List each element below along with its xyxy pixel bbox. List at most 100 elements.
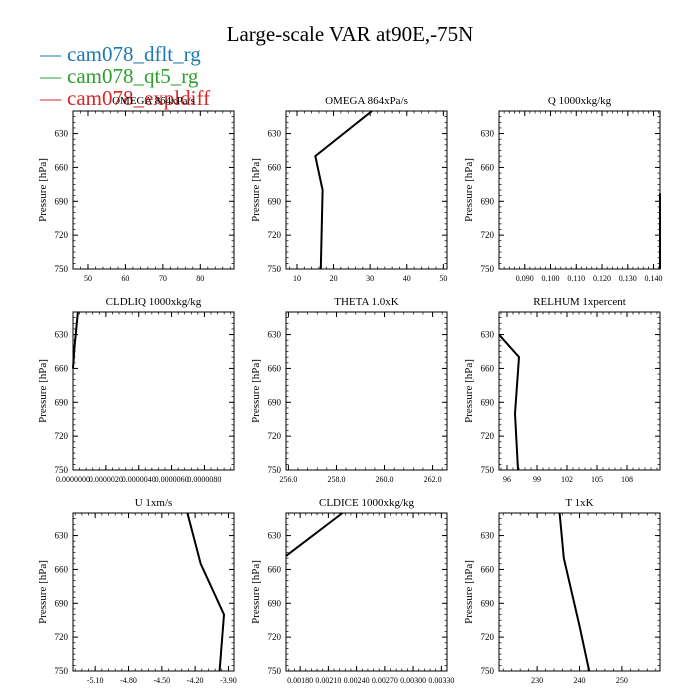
y-tick-label: 690 <box>55 598 69 608</box>
x-tick-label: 0.00300 <box>400 676 426 685</box>
subplot-8: T 1xK Pressure [hPa] 630 660 690 720 750 230 240… <box>463 497 661 685</box>
y-axis-label: Pressure [hPa] <box>250 560 262 624</box>
y-tick-label: 750 <box>481 465 495 475</box>
subplot-title: U 1xm/s <box>135 497 173 509</box>
y-tick-label: 690 <box>268 196 282 206</box>
x-tick-label: 0.090 <box>516 274 534 283</box>
legend-line-icon: — <box>40 42 61 66</box>
x-tick-label: 70 <box>159 274 167 283</box>
y-tick-label: 750 <box>481 666 495 676</box>
x-tick-label: 230 <box>531 676 543 685</box>
subplot-1: OMEGA 864xPa/s Pressure [hPa] 630 660 690 720… <box>250 95 448 283</box>
y-tick-label: 630 <box>55 129 69 139</box>
x-tick-label: 0.00330 <box>428 676 454 685</box>
y-tick-label: 660 <box>481 162 495 172</box>
y-tick-label: 690 <box>481 598 495 608</box>
y-axis-label: Pressure [hPa] <box>250 359 262 423</box>
y-tick-label: 630 <box>481 129 495 139</box>
legend-label: cam078_dflt_rg <box>67 42 201 66</box>
x-tick-label: 105 <box>591 475 603 484</box>
y-tick-label: 750 <box>481 264 495 274</box>
y-tick-label: 690 <box>268 397 282 407</box>
x-tick-label: -4.80 <box>120 676 137 685</box>
x-tick-label: 0.0000060 <box>155 475 189 484</box>
y-tick-label: 690 <box>268 598 282 608</box>
subplot-5: RELHUM 1xpercent Pressure [hPa] 630 660 690 7… <box>463 296 661 484</box>
y-tick-label: 630 <box>481 330 495 340</box>
y-tick-label: 720 <box>268 230 282 240</box>
x-tick-label: 50 <box>84 274 92 283</box>
x-tick-label: -4.20 <box>187 676 204 685</box>
profile-line-0 <box>314 110 373 270</box>
x-tick-label: 258.0 <box>327 475 345 484</box>
subplot-title: THETA 1.0xK <box>334 296 399 308</box>
y-tick-label: 630 <box>55 330 69 340</box>
x-tick-label: 96 <box>503 475 511 484</box>
y-tick-label: 720 <box>55 632 69 642</box>
subplot-2: Q 1000xkg/kg Pressure [hPa] 630 660 690 720 75… <box>463 95 663 283</box>
y-tick-label: 720 <box>268 431 282 441</box>
y-tick-label: 660 <box>268 162 282 172</box>
x-tick-label: -5.10 <box>87 676 104 685</box>
x-tick-label: 240 <box>574 676 586 685</box>
y-axis-label: Pressure [hPa] <box>463 158 475 222</box>
y-axis-label: Pressure [hPa] <box>37 560 49 624</box>
y-tick-label: 630 <box>55 531 69 541</box>
y-tick-label: 720 <box>481 632 495 642</box>
y-tick-label: 720 <box>481 230 495 240</box>
x-tick-label: 40 <box>403 274 411 283</box>
x-tick-label: 0.100 <box>542 274 560 283</box>
subplot-6: U 1xm/s Pressure [hPa] 630 660 690 720 750 -5.1… <box>37 497 237 685</box>
y-axis-label: Pressure [hPa] <box>463 359 475 423</box>
plot-frame <box>498 311 661 471</box>
y-tick-label: 750 <box>268 666 282 676</box>
legend-entry-expldiff: — cam078_expldiff <box>40 88 210 109</box>
x-tick-label: 0.0000000 <box>56 475 90 484</box>
x-tick-label: 80 <box>196 274 204 283</box>
x-tick-label: 0.0000040 <box>122 475 156 484</box>
y-tick-label: 720 <box>481 431 495 441</box>
y-tick-label: 660 <box>55 162 69 172</box>
x-tick-label: 256.0 <box>279 475 297 484</box>
y-axis-label: Pressure [hPa] <box>463 560 475 624</box>
plot-frame <box>498 110 661 270</box>
x-tick-label: 60 <box>121 274 129 283</box>
y-tick-label: 750 <box>55 264 69 274</box>
x-tick-label: 0.130 <box>619 274 637 283</box>
x-tick-label: 0.0000020 <box>89 475 123 484</box>
legend-line-icon: — <box>40 86 61 110</box>
x-tick-label: 50 <box>439 274 447 283</box>
x-tick-label: 0.00240 <box>344 676 370 685</box>
subplot-title: T 1xK <box>565 497 593 509</box>
subplot-7: CLDICE 1000xkg/kg Pressure [hPa] 630 660 690… <box>250 497 454 685</box>
plot-frame <box>498 512 661 672</box>
x-tick-label: 99 <box>533 475 541 484</box>
subplot-title: RELHUM 1xpercent <box>533 296 626 308</box>
x-tick-label: 10 <box>293 274 301 283</box>
profile-line-0 <box>72 311 79 369</box>
x-tick-label: 262.0 <box>424 475 442 484</box>
profile-line-0 <box>186 512 226 672</box>
y-tick-label: 660 <box>481 564 495 574</box>
plot-frame <box>285 110 448 270</box>
x-tick-label: 0.00180 <box>287 676 313 685</box>
plot-frame <box>72 311 235 471</box>
subplot-title: Q 1000xkg/kg <box>548 95 612 107</box>
y-tick-label: 750 <box>55 465 69 475</box>
x-tick-label: 0.120 <box>593 274 611 283</box>
y-tick-label: 660 <box>55 363 69 373</box>
y-tick-label: 720 <box>268 632 282 642</box>
subplot-title: OMEGA 864xPa/s <box>112 95 195 107</box>
profile-line-0 <box>498 333 521 471</box>
y-tick-label: 750 <box>268 465 282 475</box>
y-tick-label: 690 <box>55 196 69 206</box>
x-tick-label: 108 <box>621 475 633 484</box>
y-axis-label: Pressure [hPa] <box>250 158 262 222</box>
x-tick-label: 0.110 <box>567 274 585 283</box>
x-tick-label: 260.0 <box>376 475 394 484</box>
x-tick-label: 0.140 <box>645 274 663 283</box>
profile-line-0 <box>558 512 591 672</box>
subplot-title: CLDLIQ 1000xkg/kg <box>106 296 202 308</box>
plot-frame <box>72 110 235 270</box>
